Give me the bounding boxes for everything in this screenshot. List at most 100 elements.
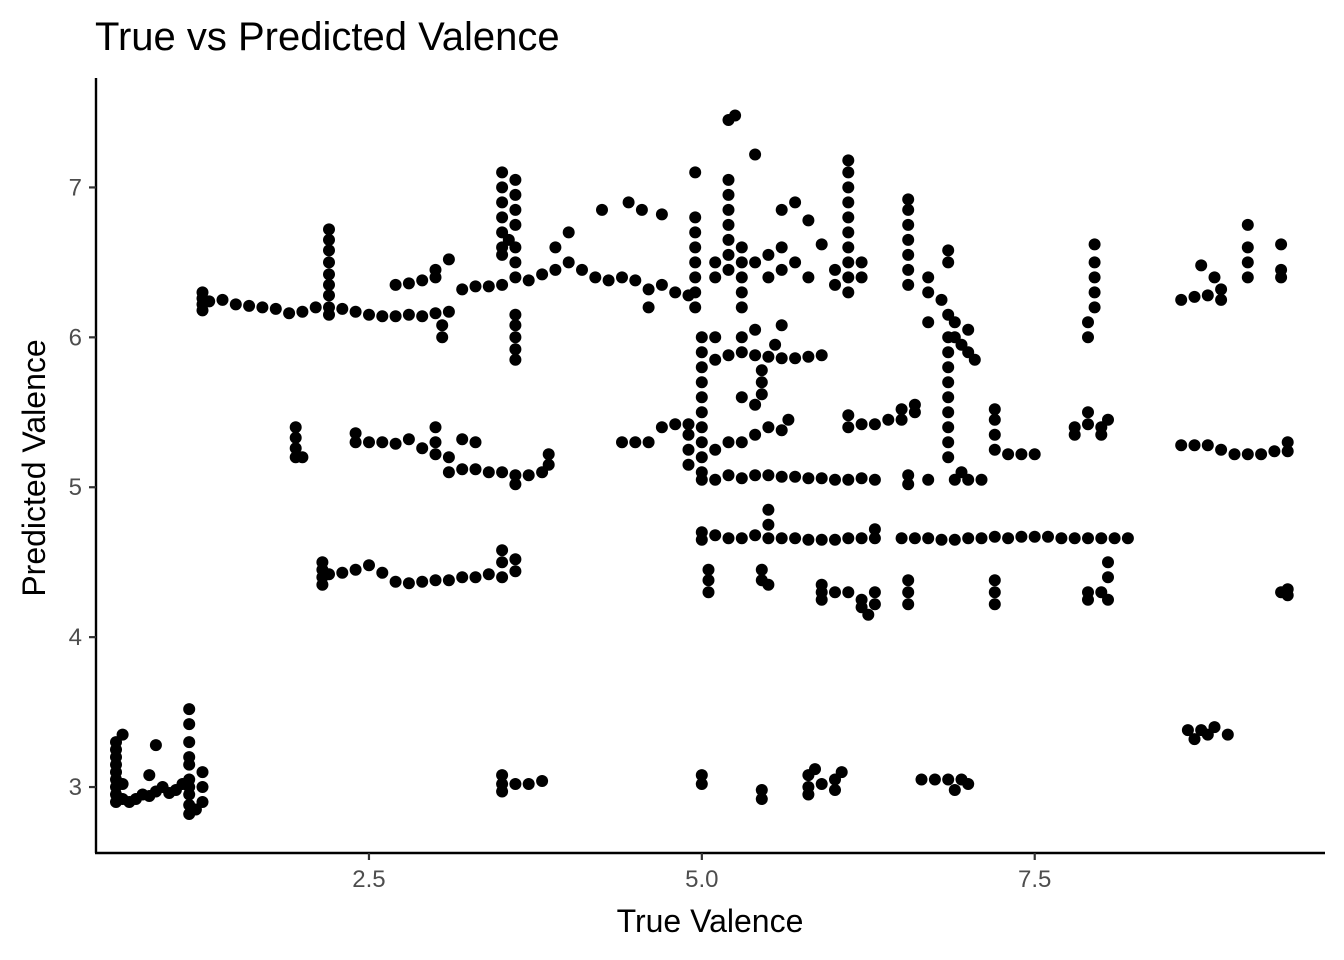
data-point xyxy=(709,529,722,542)
data-point xyxy=(789,352,802,365)
data-point xyxy=(389,278,402,291)
data-point xyxy=(1281,589,1294,602)
data-point xyxy=(616,436,628,449)
data-point xyxy=(1082,418,1094,431)
data-point xyxy=(902,278,915,291)
data-point xyxy=(1215,283,1228,296)
data-point xyxy=(1188,733,1201,746)
data-point xyxy=(942,436,955,449)
data-point xyxy=(815,472,828,485)
data-point xyxy=(855,256,868,269)
data-point xyxy=(496,181,509,194)
data-point xyxy=(775,532,788,545)
data-point xyxy=(1241,271,1254,284)
data-point xyxy=(775,319,788,332)
data-point xyxy=(456,283,469,296)
data-point xyxy=(729,109,742,122)
data-point xyxy=(509,271,522,284)
data-point xyxy=(376,566,389,579)
data-point xyxy=(429,574,442,587)
data-point xyxy=(336,302,349,315)
data-point xyxy=(1268,445,1281,458)
data-point xyxy=(908,398,921,411)
data-point xyxy=(509,331,522,344)
data-point xyxy=(988,413,1001,426)
data-point xyxy=(775,470,788,483)
data-point xyxy=(735,286,748,299)
data-point xyxy=(469,571,482,584)
data-point xyxy=(456,463,469,476)
data-point xyxy=(682,418,695,431)
data-point xyxy=(928,773,941,786)
data-point xyxy=(842,154,855,167)
data-point xyxy=(1015,448,1028,461)
data-point xyxy=(695,778,708,790)
data-point xyxy=(689,211,702,224)
data-point xyxy=(735,301,748,314)
data-point xyxy=(1055,532,1068,545)
y-tick-label: 7 xyxy=(69,174,82,201)
data-point xyxy=(1082,532,1094,545)
data-point xyxy=(988,574,1001,587)
data-point xyxy=(829,473,841,486)
data-point xyxy=(802,533,815,546)
data-point xyxy=(1281,445,1294,458)
data-point xyxy=(1088,301,1101,314)
data-point xyxy=(942,331,955,344)
data-point xyxy=(689,301,702,314)
data-point xyxy=(1181,724,1194,737)
data-point xyxy=(416,274,429,287)
data-point xyxy=(402,277,415,290)
data-point xyxy=(1188,290,1201,303)
data-point xyxy=(722,233,735,246)
data-point xyxy=(669,418,682,431)
y-tick-label: 3 xyxy=(69,774,82,801)
data-point xyxy=(323,278,335,291)
data-point xyxy=(835,766,848,779)
data-point xyxy=(829,533,841,546)
data-point xyxy=(868,473,881,486)
data-point xyxy=(183,773,196,786)
data-points xyxy=(110,109,1294,820)
data-point xyxy=(749,256,762,269)
data-point xyxy=(1188,439,1201,452)
data-point xyxy=(695,769,708,782)
data-point xyxy=(363,308,375,321)
data-point xyxy=(722,263,735,276)
data-point xyxy=(689,286,702,299)
data-point xyxy=(908,532,921,545)
data-point xyxy=(629,274,642,287)
data-point xyxy=(789,470,802,483)
data-point xyxy=(709,271,722,284)
data-point xyxy=(762,578,775,591)
data-point xyxy=(149,739,162,752)
data-point xyxy=(762,248,775,261)
data-point xyxy=(755,784,768,796)
data-point xyxy=(755,563,768,576)
data-point xyxy=(1228,448,1241,461)
data-point xyxy=(416,575,429,588)
data-point xyxy=(1175,439,1188,452)
data-point xyxy=(562,226,575,239)
x-axis-ticks: 2.5 5.0 7.5 xyxy=(352,853,1051,893)
data-point xyxy=(942,256,955,269)
data-point xyxy=(116,728,129,741)
data-point xyxy=(416,310,429,323)
data-point xyxy=(1275,263,1288,276)
data-point xyxy=(722,436,735,449)
data-point xyxy=(902,193,915,206)
data-point xyxy=(429,448,442,461)
y-tick-label: 6 xyxy=(69,324,82,351)
data-point xyxy=(942,376,955,389)
data-point xyxy=(622,196,635,209)
data-point xyxy=(695,436,708,449)
data-point xyxy=(842,409,855,422)
data-point xyxy=(802,472,815,485)
data-point xyxy=(389,310,402,323)
data-point xyxy=(749,398,762,411)
data-point xyxy=(755,376,768,389)
data-point xyxy=(922,271,935,284)
data-point xyxy=(755,364,768,377)
data-point xyxy=(349,305,362,318)
data-point xyxy=(196,286,209,299)
